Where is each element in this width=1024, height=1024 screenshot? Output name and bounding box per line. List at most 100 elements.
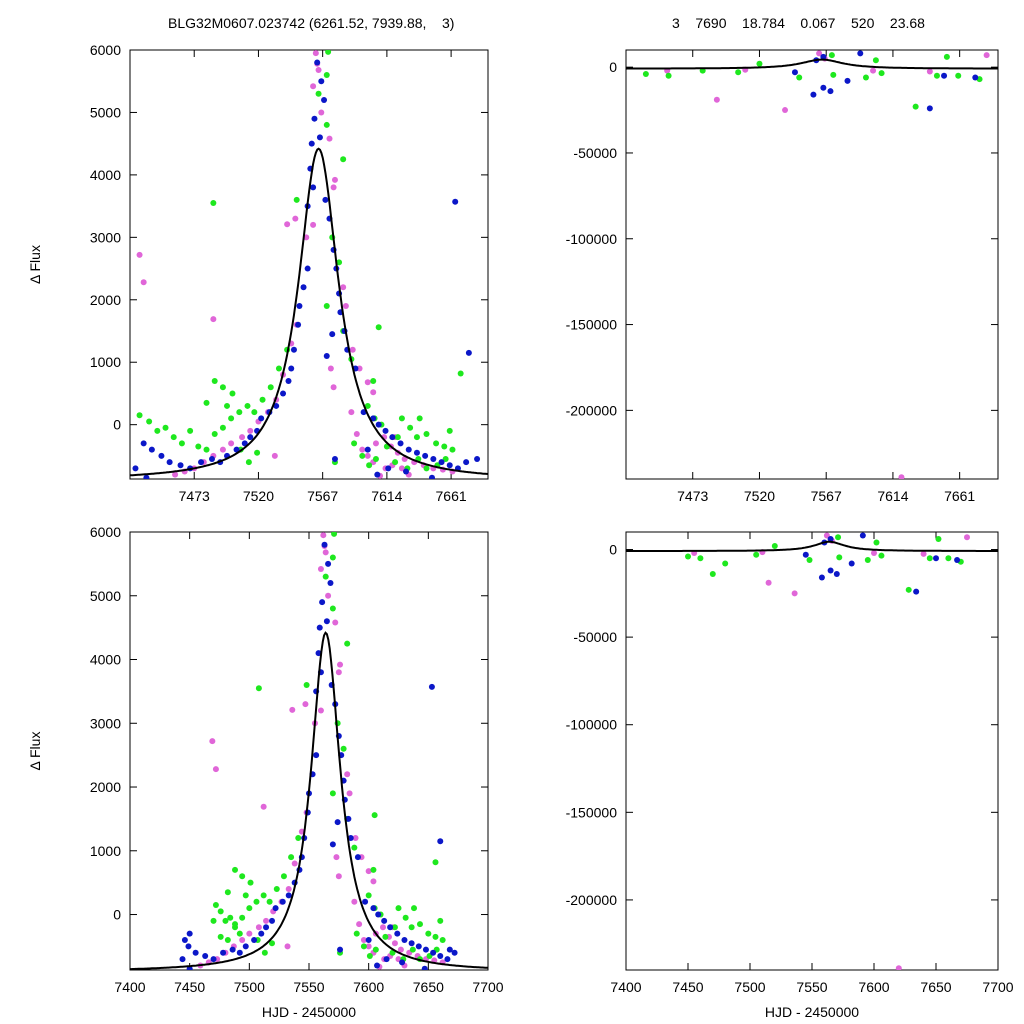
x-tick-label: 7400	[610, 979, 641, 995]
data-point-magenta	[247, 427, 254, 434]
data-point-magenta	[364, 452, 371, 459]
data-point-green	[217, 933, 224, 940]
data-point-blue	[316, 134, 323, 141]
data-point-blue	[444, 956, 451, 963]
x-tick-label: 7450	[672, 979, 703, 995]
data-point-green	[437, 917, 444, 924]
data-point-blue	[166, 459, 173, 466]
data-point-magenta	[816, 50, 823, 57]
data-point-blue	[463, 459, 470, 466]
data-point-blue	[280, 390, 287, 397]
data-point-blue	[389, 434, 396, 441]
data-point-magenta	[370, 389, 377, 396]
data-point-blue	[474, 456, 481, 463]
data-point-blue	[179, 956, 186, 963]
data-point-blue	[304, 265, 311, 272]
data-point-blue	[381, 917, 388, 924]
data-point-green	[195, 443, 202, 450]
model-curve	[130, 147, 488, 477]
data-point-green	[255, 685, 262, 692]
data-points	[132, 50, 481, 479]
y-tick-label: 0	[113, 417, 121, 433]
data-point-green	[416, 921, 423, 928]
data-point-green	[446, 427, 453, 434]
x-tick-label: 7500	[234, 979, 265, 995]
data-point-blue	[329, 331, 336, 338]
data-point-magenta	[335, 669, 342, 676]
data-point-green	[340, 156, 347, 163]
data-point-blue	[370, 415, 377, 422]
data-point-magenta	[330, 384, 337, 391]
data-point-magenta	[370, 878, 377, 885]
data-point-magenta	[379, 924, 386, 931]
y-tick-label: 3000	[90, 715, 121, 731]
data-point-green	[926, 555, 933, 562]
data-point-green	[236, 409, 243, 416]
data-point-magenta	[310, 221, 317, 228]
data-point-magenta	[983, 52, 990, 59]
data-point-green	[288, 854, 295, 861]
data-point-blue	[465, 349, 472, 356]
data-point-magenta	[337, 661, 344, 668]
data-point-green	[395, 905, 402, 912]
data-point-blue	[296, 303, 303, 310]
data-point-green	[394, 434, 401, 441]
data-point-green	[162, 424, 169, 431]
data-point-magenta	[332, 619, 339, 626]
data-point-magenta	[284, 943, 291, 950]
data-point-blue	[791, 69, 798, 76]
data-point-magenta	[346, 790, 353, 797]
data-point-magenta	[310, 83, 317, 90]
data-point-blue	[844, 77, 851, 84]
data-point-blue	[451, 949, 458, 956]
data-point-green	[665, 72, 672, 79]
data-point-magenta	[353, 431, 360, 438]
data-point-magenta	[285, 886, 292, 893]
data-point-magenta	[291, 860, 298, 867]
data-point-blue	[926, 105, 933, 112]
data-point-blue	[325, 560, 332, 567]
data-point-green	[442, 456, 449, 463]
data-point-green	[771, 543, 778, 550]
data-point-blue	[269, 917, 276, 924]
data-point-blue	[354, 854, 361, 861]
data-point-blue	[337, 946, 344, 953]
data-point-green	[697, 555, 704, 562]
y-tick-label: -200000	[566, 892, 618, 908]
data-point-green	[315, 90, 322, 97]
data-point-green	[945, 555, 952, 562]
data-point-blue	[933, 555, 939, 562]
data-point-green	[722, 560, 729, 567]
data-point-magenta	[228, 440, 235, 447]
data-point-green	[253, 898, 260, 905]
data-point-green	[236, 930, 243, 937]
data-point-green	[955, 72, 962, 79]
x-tick-label: 7661	[436, 488, 467, 504]
data-point-magenta	[326, 135, 333, 142]
data-point-blue	[185, 943, 192, 950]
data-point-blue	[233, 446, 240, 453]
data-point-green	[229, 390, 236, 397]
data-point-green	[366, 462, 373, 469]
y-tick-label: 1000	[90, 354, 121, 370]
data-point-blue	[319, 599, 326, 606]
data-point-blue	[370, 905, 377, 912]
data-point-blue	[833, 571, 840, 578]
data-point-green	[275, 365, 282, 372]
data-point-magenta	[765, 579, 772, 586]
data-point-green	[336, 259, 343, 266]
data-point-green	[872, 57, 879, 64]
data-point-green	[392, 459, 399, 466]
data-point-blue	[318, 78, 325, 85]
data-point-blue	[387, 924, 394, 931]
data-point-blue	[236, 949, 243, 956]
data-point-magenta	[871, 550, 877, 557]
data-point-magenta	[351, 898, 358, 905]
data-point-magenta	[263, 917, 270, 924]
data-point-green	[836, 554, 843, 561]
x-tick-label: 7600	[353, 979, 384, 995]
data-point-green	[210, 917, 217, 924]
y-tick-label: 0	[609, 59, 617, 75]
data-point-magenta	[365, 943, 372, 950]
data-point-blue	[818, 574, 825, 581]
